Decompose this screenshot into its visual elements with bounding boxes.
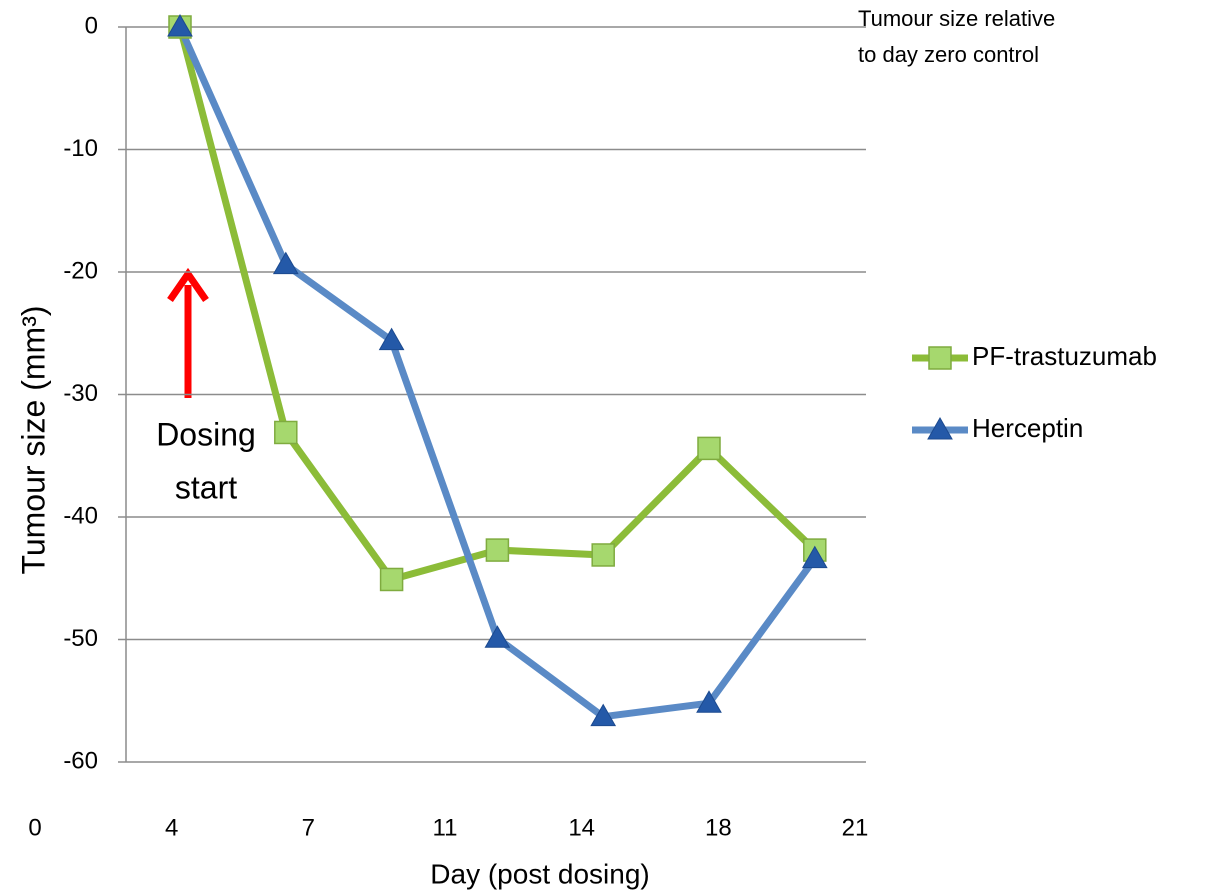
- marker: [485, 538, 510, 562]
- legend-label: PF-trastuzumab: [972, 341, 1157, 371]
- annotation: start: [175, 469, 237, 505]
- dosing-arrow-head: [167, 267, 209, 302]
- y-tick-label: -60: [63, 747, 98, 774]
- marker: [591, 543, 615, 567]
- legend-marker: [927, 416, 953, 440]
- legend-marker: [928, 346, 952, 370]
- y-tick-label: -30: [63, 380, 98, 407]
- series-line: [176, 25, 818, 721]
- marker: [379, 567, 404, 592]
- marker: [378, 327, 405, 351]
- series-line: [176, 26, 818, 583]
- annotation: Tumour size relative: [858, 6, 1055, 31]
- annotation: Dosing: [156, 416, 256, 452]
- x-axis-title: Day (post dosing): [430, 858, 649, 889]
- y-axis-title: Tumour size (mm³): [15, 305, 51, 574]
- y-tick-label: -10: [63, 135, 98, 162]
- marker: [167, 13, 193, 37]
- annotation: to day zero control: [858, 42, 1039, 67]
- marker: [272, 251, 299, 275]
- y-tick-label: -20: [63, 257, 98, 284]
- x-tick-label: 11: [433, 814, 458, 841]
- marker: [696, 690, 722, 713]
- x-tick-label: 4: [165, 814, 178, 841]
- x-tick-label: 0: [28, 814, 41, 841]
- marker: [801, 545, 828, 569]
- marker: [274, 420, 298, 445]
- marker: [484, 625, 511, 648]
- y-tick-label: 0: [85, 12, 98, 39]
- marker: [590, 703, 617, 727]
- legend-label: Herceptin: [972, 413, 1083, 443]
- x-tick-label: 14: [568, 814, 595, 841]
- x-tick-label: 7: [302, 814, 315, 841]
- x-tick-label: 18: [705, 814, 732, 841]
- y-tick-label: -40: [63, 502, 98, 529]
- marker: [697, 436, 721, 461]
- y-tick-label: -50: [63, 625, 98, 652]
- x-tick-label: 21: [842, 814, 869, 841]
